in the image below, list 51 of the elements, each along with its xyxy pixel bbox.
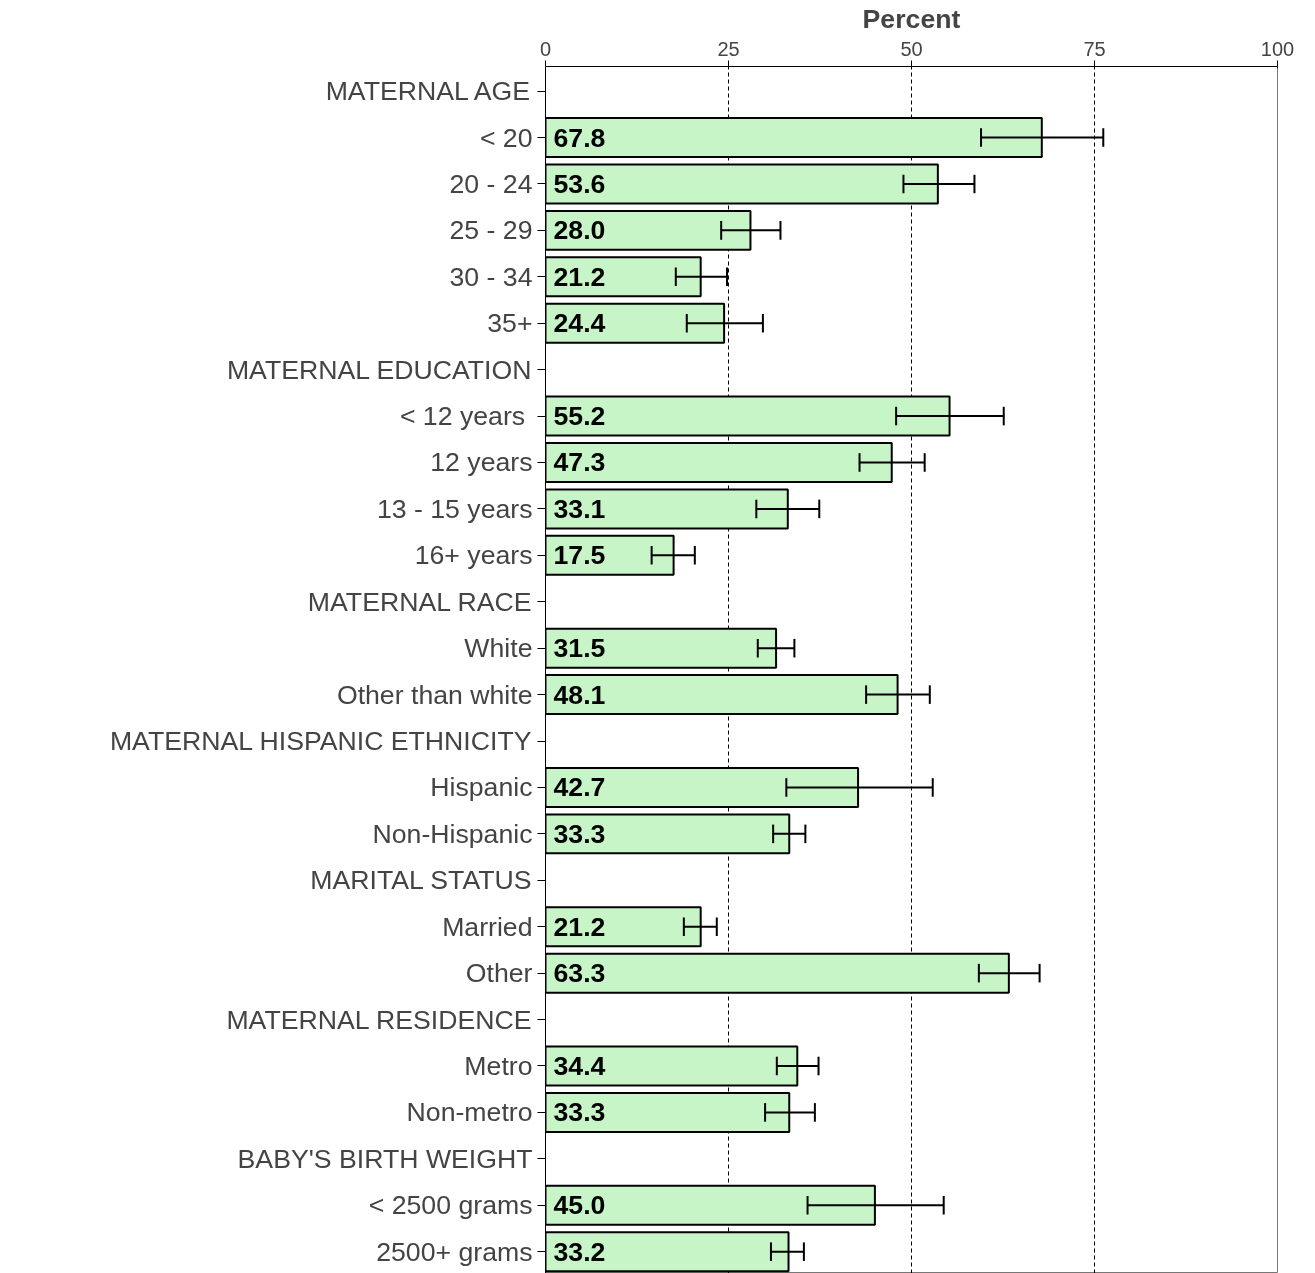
y-tick-label: White	[464, 633, 533, 664]
y-tick-label: 2500+ grams	[376, 1236, 533, 1267]
y-tick-label: MATERNAL HISPANIC ETHNICITY	[109, 726, 532, 757]
y-tick-label: 35+	[487, 308, 533, 339]
y-tick-label: Hispanic	[430, 772, 533, 803]
y-tick-label: MATERNAL AGE	[325, 76, 531, 107]
y-tick-label: MATERNAL RESIDENCE	[226, 1004, 532, 1035]
x-axis-title: Percent	[862, 3, 961, 34]
x-tick-label: 25	[717, 37, 740, 60]
data-label: 33.3	[553, 818, 606, 849]
y-tick-label: MATERNAL RACE	[307, 586, 532, 617]
data-label: 31.5	[553, 633, 606, 664]
data-label: 34.4	[553, 1050, 606, 1081]
y-tick-label: 20 - 24	[449, 168, 533, 199]
y-tick-label: < 2500 grams	[368, 1190, 533, 1221]
y-tick-label: BABY'S BIRTH WEIGHT	[237, 1143, 533, 1174]
y-tick-label: 13 - 15 years	[376, 493, 533, 524]
data-label: 53.6	[553, 168, 606, 199]
data-label: 33.1	[553, 493, 606, 524]
x-tick-label: 100	[1260, 37, 1295, 60]
data-label: 24.4	[553, 308, 606, 339]
data-label: 28.0	[553, 215, 606, 246]
data-label: 21.2	[553, 261, 606, 292]
data-label: 67.8	[553, 122, 606, 153]
y-tick-label: MATERNAL EDUCATION	[226, 354, 532, 385]
data-label: 33.2	[553, 1236, 606, 1267]
y-tick-label: 30 - 34	[449, 261, 533, 292]
x-tick-label: 75	[1083, 37, 1106, 60]
y-tick-label: 16+ years	[414, 540, 533, 571]
y-tick-label: 12 years	[430, 447, 533, 478]
x-tick-label: 0	[539, 37, 552, 60]
y-tick-label: Metro	[464, 1050, 533, 1081]
y-tick-label: < 20	[479, 122, 533, 153]
data-label: 48.1	[553, 679, 606, 710]
data-label: 63.3	[553, 958, 606, 989]
y-tick-label: < 12 years	[399, 401, 526, 432]
y-tick-label: MARITAL STATUS	[310, 865, 532, 896]
data-label: 45.0	[553, 1190, 606, 1221]
data-label: 17.5	[553, 540, 606, 571]
data-label: 33.3	[553, 1097, 606, 1128]
data-label: 55.2	[553, 401, 606, 432]
y-tick-label: 25 - 29	[449, 215, 533, 246]
data-label: 21.2	[553, 911, 606, 942]
y-tick-label: Non-Hispanic	[372, 818, 533, 849]
y-tick-label: Other than white	[336, 679, 533, 710]
y-tick-label: Other	[465, 958, 533, 989]
y-tick-label: Non-metro	[406, 1097, 533, 1128]
y-tick-label: Married	[442, 911, 533, 942]
x-tick-label: 50	[900, 37, 923, 60]
data-label: 42.7	[553, 772, 606, 803]
data-label: 47.3	[553, 447, 606, 478]
